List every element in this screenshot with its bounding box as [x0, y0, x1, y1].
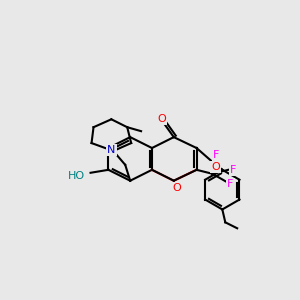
Text: O: O — [211, 162, 220, 172]
Text: F: F — [213, 150, 220, 160]
Text: F: F — [227, 179, 233, 189]
Text: F: F — [230, 165, 236, 175]
Text: O: O — [172, 183, 181, 193]
Text: O: O — [158, 114, 166, 124]
Text: HO: HO — [68, 171, 85, 181]
Text: N: N — [107, 145, 116, 155]
